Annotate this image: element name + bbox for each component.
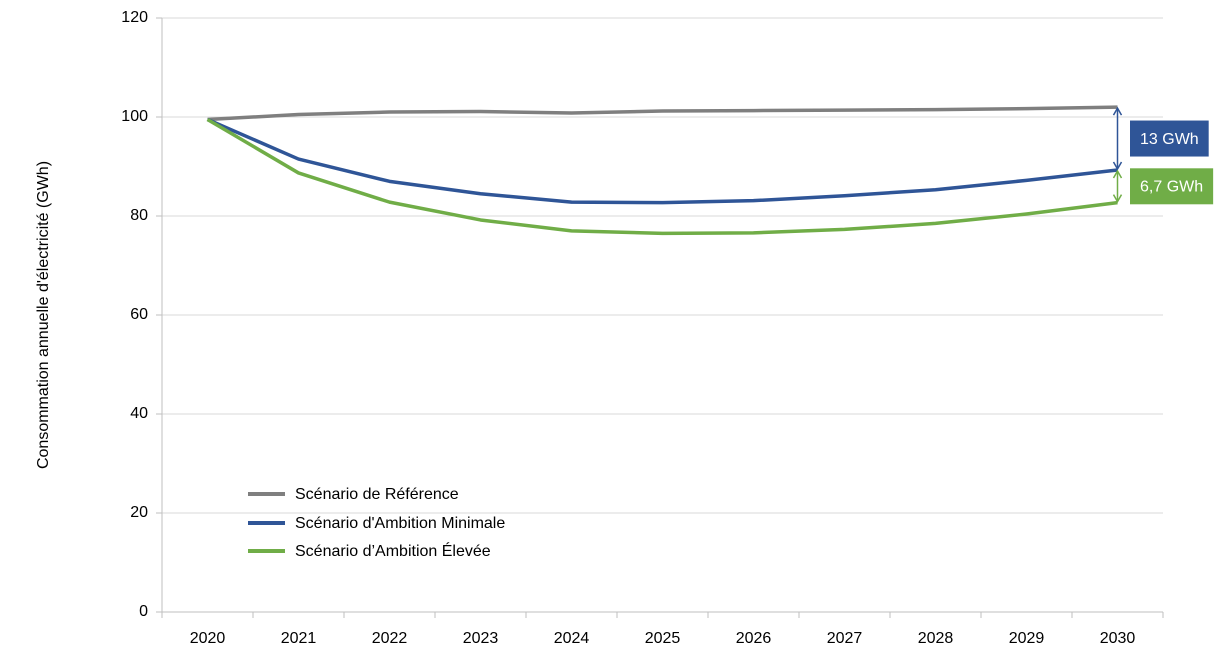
annotation-label: 13 GWh xyxy=(1140,131,1199,148)
x-tick-label: 2027 xyxy=(827,630,863,647)
legend-label: Scénario d'Ambition Minimale xyxy=(295,515,505,532)
x-tick-label: 2022 xyxy=(372,630,408,647)
x-tick-label: 2023 xyxy=(463,630,499,647)
x-tick-label: 2025 xyxy=(645,630,681,647)
legend-label: Scénario de Référence xyxy=(295,486,459,503)
x-tick-label: 2029 xyxy=(1009,630,1045,647)
annotation-label: 6,7 GWh xyxy=(1140,179,1203,196)
y-tick-label: 60 xyxy=(130,306,148,323)
y-tick-label: 0 xyxy=(139,603,148,620)
x-tick-label: 2024 xyxy=(554,630,590,647)
y-tick-label: 120 xyxy=(121,9,148,26)
arrow-head xyxy=(1112,169,1123,204)
legend-label: Scénario d’Ambition Élevée xyxy=(295,541,491,560)
series-line xyxy=(206,117,1118,236)
x-tick-label: 2028 xyxy=(918,630,954,647)
y-tick-label: 100 xyxy=(121,108,148,125)
annotation-box xyxy=(1130,120,1209,157)
y-axis-label: Consommation annuelle d'électricité (GWh… xyxy=(35,161,52,469)
x-tick-label: 2030 xyxy=(1100,630,1136,647)
series-line xyxy=(206,117,1118,205)
y-tick-label: 80 xyxy=(130,207,148,224)
y-tick-label: 20 xyxy=(130,504,148,521)
series-line xyxy=(207,105,1118,122)
y-tick-label: 40 xyxy=(130,405,148,422)
annotation-box xyxy=(1130,168,1214,205)
x-tick-label: 2026 xyxy=(736,630,772,647)
x-tick-label: 2020 xyxy=(190,630,226,647)
x-tick-label: 2021 xyxy=(281,630,317,647)
arrow-head xyxy=(1112,106,1123,171)
